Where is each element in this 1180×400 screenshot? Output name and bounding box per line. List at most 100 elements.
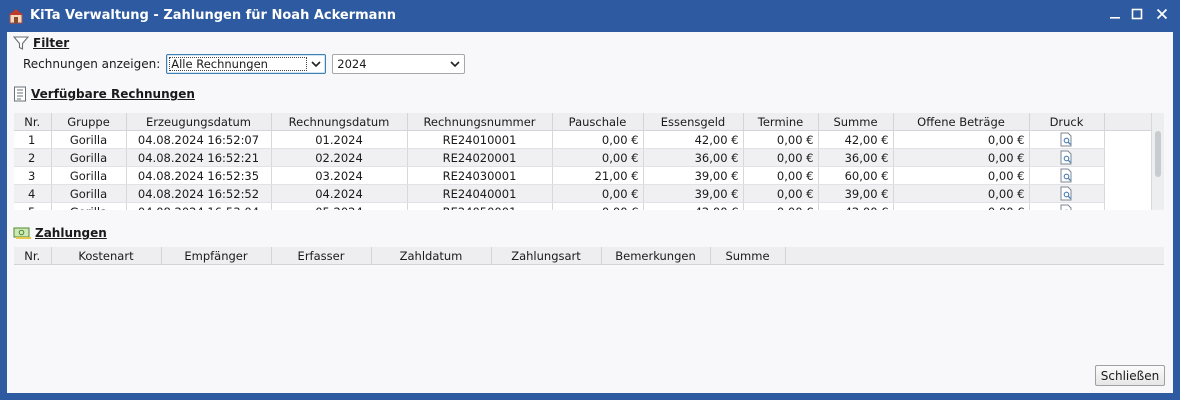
- col-termine[interactable]: Termine: [743, 113, 819, 131]
- invoice-cell: 03.2024: [271, 166, 408, 185]
- invoice-type-select[interactable]: Alle Rechnungen: [166, 54, 327, 74]
- invoice-cell: 39,00 €: [818, 184, 894, 203]
- invoice-cell: 39,00 €: [643, 184, 744, 203]
- invoice-cell: 42,00 €: [818, 202, 894, 210]
- invoice-cell: 0,00 €: [743, 130, 819, 149]
- close-icon: [1156, 8, 1168, 20]
- print-cell: [1029, 202, 1105, 210]
- minimize-icon: [1110, 17, 1120, 19]
- col-rechnungsnummer[interactable]: Rechnungsnummer: [407, 113, 553, 131]
- col-summe[interactable]: Summe: [818, 113, 894, 131]
- col-offene-betraege[interactable]: Offene Beträge: [893, 113, 1030, 131]
- col-essensgeld[interactable]: Essensgeld: [643, 113, 744, 131]
- col-erzeugungsdatum[interactable]: Erzeugungsdatum: [126, 113, 272, 131]
- invoice-cell: 2: [14, 148, 52, 167]
- invoice-cell: 0,00 €: [552, 148, 644, 167]
- invoice-row[interactable]: 2 Gorilla 04.08.2024 16:52:21 02.2024 RE2402…: [14, 148, 1153, 167]
- invoices-scrollbar[interactable]: [1151, 113, 1164, 210]
- invoices-section-header: Verfügbare Rechnungen: [13, 86, 195, 102]
- pay-col-erfasser[interactable]: Erfasser: [271, 247, 372, 265]
- filler-cell: [1104, 130, 1153, 149]
- invoice-cell: RE24050001: [407, 202, 553, 210]
- print-preview-icon[interactable]: [1060, 150, 1073, 165]
- print-cell: [1029, 148, 1105, 167]
- print-cell: [1029, 184, 1105, 203]
- maximize-button[interactable]: [1126, 6, 1148, 26]
- filter-row: Rechnungen anzeigen: Alle Rechnungen 202…: [23, 54, 466, 74]
- invoice-cell: 04.08.2024 16:52:35: [126, 166, 272, 185]
- invoice-cell: RE24020001: [407, 148, 553, 167]
- invoice-cell: 42,00 €: [643, 202, 744, 210]
- pay-col-empfaenger[interactable]: Empfänger: [161, 247, 272, 265]
- print-preview-icon[interactable]: [1060, 204, 1073, 210]
- year-select[interactable]: 2024: [332, 54, 466, 74]
- close-button[interactable]: Schließen: [1095, 365, 1165, 386]
- year-value: 2024: [337, 57, 367, 71]
- filler-cell: [1104, 184, 1153, 203]
- invoice-cell: RE24040001: [407, 184, 553, 203]
- pay-col-summe[interactable]: Summe: [710, 247, 786, 265]
- scrollbar-thumb[interactable]: [1155, 131, 1161, 177]
- print-cell: [1029, 166, 1105, 185]
- invoice-cell: 21,00 €: [552, 166, 644, 185]
- col-pauschale[interactable]: Pauschale: [552, 113, 644, 131]
- invoice-cell: 04.08.2024 16:52:21: [126, 148, 272, 167]
- close-window-button[interactable]: [1151, 6, 1173, 26]
- invoice-cell: 0,00 €: [893, 202, 1030, 210]
- invoice-cell: Gorilla: [51, 166, 127, 185]
- pay-col-nr[interactable]: Nr.: [14, 247, 52, 265]
- money-icon: [13, 227, 31, 239]
- col-druck[interactable]: Druck: [1029, 113, 1105, 131]
- pay-col-kostenart[interactable]: Kostenart: [51, 247, 162, 265]
- maximize-icon: [1131, 8, 1143, 20]
- invoice-cell: 3: [14, 166, 52, 185]
- pay-col-zahlungsart[interactable]: Zahlungsart: [491, 247, 602, 265]
- invoice-row[interactable]: 5Gorilla04.08.2024 16:53:0405.2024RE2405…: [14, 202, 1153, 210]
- invoice-cell: 0,00 €: [893, 130, 1030, 149]
- invoices-header-row: Nr. Gruppe Erzeugungsdatum Rechnungsdatu…: [14, 113, 1153, 131]
- invoice-cell: 36,00 €: [818, 148, 894, 167]
- invoice-cell: 36,00 €: [643, 148, 744, 167]
- filler-cell: [1104, 166, 1153, 185]
- filter-heading: Filter: [33, 36, 70, 50]
- invoice-cell: 0,00 €: [552, 202, 644, 210]
- filter-section-header: Filter: [13, 35, 69, 51]
- invoice-cell: 42,00 €: [643, 130, 744, 149]
- invoice-row[interactable]: 4 Gorilla 04.08.2024 16:52:52 04.2024 RE2404…: [14, 184, 1153, 203]
- invoice-row[interactable]: 1 Gorilla 04.08.2024 16:52:07 01.2024 RE2401…: [14, 130, 1153, 149]
- print-preview-icon[interactable]: [1060, 186, 1073, 201]
- col-rechnungsdatum[interactable]: Rechnungsdatum: [271, 113, 408, 131]
- filler-cell: [1104, 148, 1153, 167]
- focus-outline: [169, 57, 308, 71]
- chevron-down-icon: [450, 61, 460, 68]
- payments-table: Nr. Kostenart Empfänger Erfasser Zahldat…: [14, 247, 1164, 265]
- invoice-cell: 0,00 €: [743, 166, 819, 185]
- pay-col-zahldatum[interactable]: Zahldatum: [371, 247, 492, 265]
- document-list-icon: [14, 86, 26, 102]
- col-nr[interactable]: Nr.: [14, 113, 52, 131]
- invoice-cell: 0,00 €: [893, 184, 1030, 203]
- invoice-cell: 39,00 €: [643, 166, 744, 185]
- invoice-cell: Gorilla: [51, 130, 127, 149]
- payments-heading: Zahlungen: [35, 226, 107, 240]
- invoices-body: 1 Gorilla 04.08.2024 16:52:07 01.2024 RE2401…: [14, 130, 1153, 210]
- invoice-cell: 0,00 €: [893, 166, 1030, 185]
- print-cell: [1029, 130, 1105, 149]
- window-title: KiTa Verwaltung - Zahlungen für Noah Ack…: [30, 8, 396, 23]
- col-gruppe[interactable]: Gruppe: [51, 113, 127, 131]
- invoice-cell: 04.08.2024 16:52:07: [126, 130, 272, 149]
- minimize-button[interactable]: [1104, 6, 1126, 26]
- payments-header-row: Nr. Kostenart Empfänger Erfasser Zahldat…: [14, 247, 1164, 265]
- filter-icon: [13, 36, 29, 50]
- filler-cell: [1104, 202, 1153, 210]
- print-preview-icon[interactable]: [1060, 168, 1073, 183]
- invoice-row[interactable]: 3 Gorilla 04.08.2024 16:52:35 03.2024 RE2403…: [14, 166, 1153, 185]
- invoice-cell: 60,00 €: [818, 166, 894, 185]
- invoice-cell: 01.2024: [271, 130, 408, 149]
- pay-col-bemerkungen[interactable]: Bemerkungen: [601, 247, 711, 265]
- invoices-heading: Verfügbare Rechnungen: [31, 87, 195, 101]
- print-preview-icon[interactable]: [1060, 132, 1073, 147]
- invoice-cell: 0,00 €: [743, 148, 819, 167]
- invoices-table-container: Nr. Gruppe Erzeugungsdatum Rechnungsdatu…: [14, 113, 1164, 210]
